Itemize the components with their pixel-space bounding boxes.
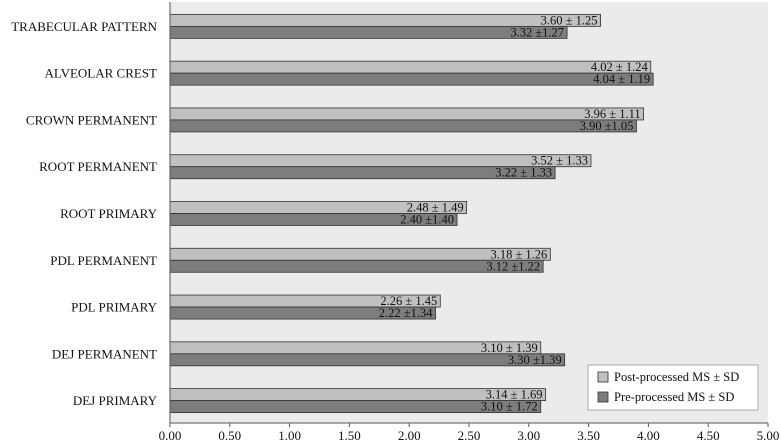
data-label-pre-dej-permanent: 3.30 ±1.39 bbox=[508, 353, 562, 367]
data-label-post-dej-permanent: 3.10 ± 1.39 bbox=[481, 341, 538, 355]
data-label-post-crown-permanent: 3.96 ± 1.11 bbox=[584, 107, 640, 121]
category-label-root-primary: ROOT PRIMARY bbox=[60, 206, 158, 221]
legend-label-pre: Pre-processed MS ± SD bbox=[614, 390, 734, 404]
x-tick-label: 4.00 bbox=[637, 428, 660, 442]
category-labels: TRABECULAR PATTERN ALVEOLAR CREST CROWN PE… bbox=[11, 19, 157, 408]
data-label-post-pdl-permanent: 3.18 ± 1.26 bbox=[490, 247, 547, 261]
data-label-pre-dej-primary: 3.10 ± 1.72 bbox=[481, 400, 538, 414]
bar-pre-alveolar-crest bbox=[169, 72, 654, 86]
data-label-post-dej-primary: 3.14 ± 1.69 bbox=[486, 388, 543, 402]
x-tick-label: 5.00 bbox=[757, 428, 780, 442]
legend-swatch-post bbox=[597, 371, 609, 383]
bar-post-crown-permanent bbox=[169, 107, 645, 121]
data-label-pre-root-permanent: 3.22 ± 1.33 bbox=[495, 166, 552, 180]
data-label-pre-pdl-permanent: 3.12 ±1.22 bbox=[486, 259, 540, 273]
x-tick-label: 0.50 bbox=[218, 428, 241, 442]
data-label-pre-root-primary: 2.40 ±1.40 bbox=[400, 213, 454, 227]
x-tick-label: 3.50 bbox=[577, 428, 600, 442]
data-label-post-root-permanent: 3.52 ± 1.33 bbox=[531, 154, 588, 168]
legend-label-post: Post-processed MS ± SD bbox=[614, 370, 739, 384]
data-label-pre-pdl-primary: 2.22 ±1.34 bbox=[379, 306, 433, 320]
category-label-pdl-permanent: PDL PERMANENT bbox=[50, 253, 157, 268]
data-label-pre-crown-permanent: 3.90 ±1.05 bbox=[580, 119, 634, 133]
category-label-root-permanent: ROOT PERMANENT bbox=[39, 159, 157, 174]
bars-group: 3.60 ± 1.253.32 ±1.27 4.02 ± 1.244.04 ± 1… bbox=[169, 13, 654, 414]
data-label-post-trabecular-pattern: 3.60 ± 1.25 bbox=[541, 13, 598, 27]
x-tick-label: 2.50 bbox=[458, 428, 481, 442]
category-label-trabecular-pattern: TRABECULAR PATTERN bbox=[11, 19, 157, 34]
data-label-post-alveolar-crest: 4.02 ± 1.24 bbox=[591, 60, 649, 74]
category-label-crown-permanent: CROWN PERMANENT bbox=[26, 112, 157, 127]
data-label-pre-alveolar-crest: 4.04 ± 1.19 bbox=[593, 72, 650, 86]
legend-swatch-pre bbox=[597, 391, 609, 403]
category-label-dej-primary: DEJ PRIMARY bbox=[73, 393, 158, 408]
x-axis: 0.00 0.50 1.00 1.50 2.00 2.50 3.00 3.50 4.00 4.50… bbox=[159, 422, 780, 442]
x-tick-label: 0.00 bbox=[159, 428, 182, 442]
data-label-pre-trabecular-pattern: 3.32 ±1.27 bbox=[510, 25, 564, 39]
data-label-post-root-primary: 2.48 ± 1.49 bbox=[407, 201, 464, 215]
category-label-pdl-primary: PDL PRIMARY bbox=[71, 300, 157, 315]
legend-box bbox=[587, 364, 759, 411]
data-label-post-pdl-primary: 2.26 ± 1.45 bbox=[380, 294, 437, 308]
x-tick-label: 4.50 bbox=[697, 428, 720, 442]
category-label-alveolar-crest: ALVEOLAR CREST bbox=[44, 66, 157, 81]
x-tick-label: 1.00 bbox=[278, 428, 301, 442]
x-tick-label: 2.00 bbox=[398, 428, 421, 442]
category-label-dej-permanent: DEJ PERMANENT bbox=[52, 346, 157, 361]
bar-pre-crown-permanent bbox=[169, 119, 637, 133]
x-tick-label: 1.50 bbox=[338, 428, 361, 442]
bar-pre-dej-permanent bbox=[169, 353, 566, 367]
bar-pre-trabecular-pattern bbox=[169, 25, 568, 39]
legend: Post-processed MS ± SD Pre-processed MS … bbox=[587, 364, 759, 411]
bar-post-alveolar-crest bbox=[169, 60, 652, 74]
x-tick-label: 3.00 bbox=[517, 428, 540, 442]
